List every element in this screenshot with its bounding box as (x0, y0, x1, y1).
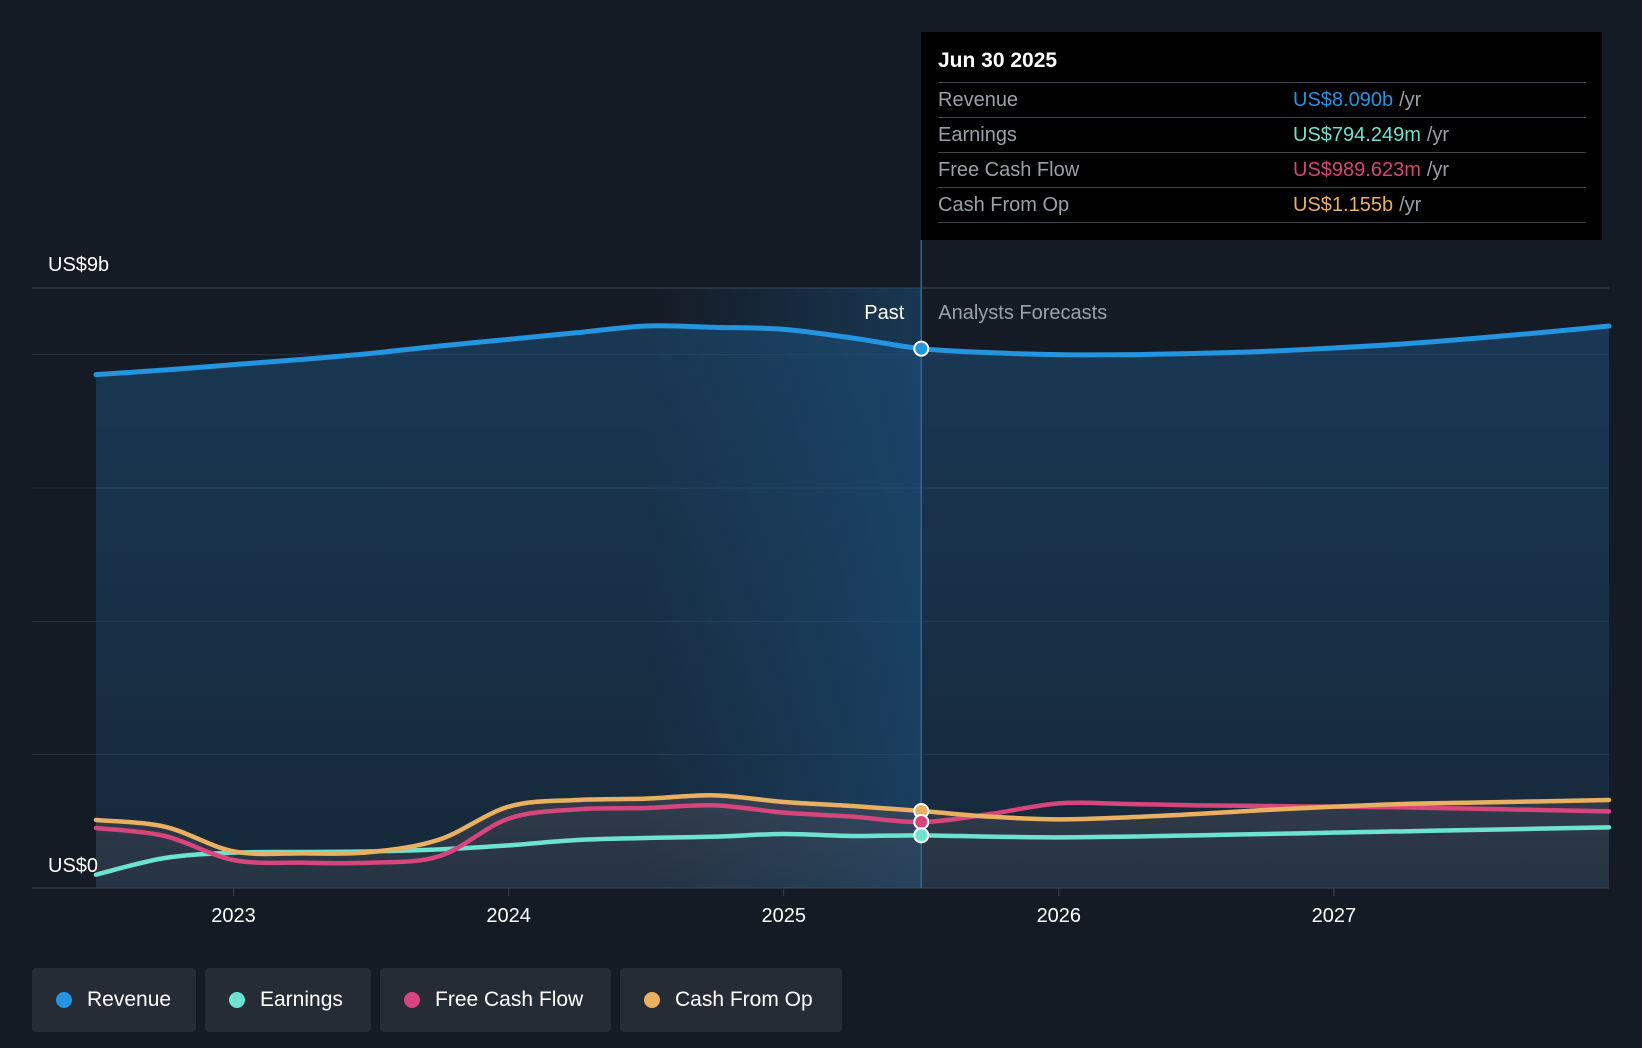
revenue-dot-icon (56, 992, 72, 1008)
cash-from-op-dot-icon (644, 992, 660, 1008)
area-fills (96, 325, 1609, 889)
tooltip-value: US$794.249m (1293, 124, 1421, 146)
x-tick-label: 2025 (761, 905, 806, 927)
revenue-area (96, 325, 1609, 889)
tooltip-label: Revenue (938, 89, 1019, 111)
tooltip-value: US$1.155b (1293, 194, 1394, 216)
free-cash-flow-marker (913, 814, 930, 830)
x-tick-label: 2023 (211, 905, 256, 927)
legend-label: Earnings (260, 988, 343, 1011)
tooltip-row-free-cash-flow: Free Cash Flow US$989.623m /yr (938, 153, 1586, 188)
earnings-dot-icon (229, 992, 245, 1008)
tooltip-unit: /yr (1426, 124, 1450, 146)
tooltip-unit: /yr (1399, 89, 1422, 111)
tooltip-row-cash-from-op: Cash From Op US$1.155b /yr (938, 188, 1586, 223)
cash-from-op-line (93, 793, 1612, 857)
earnings-marker (913, 827, 930, 844)
free-cash-flow-dot-icon (404, 992, 420, 1008)
y-axis-bottom-label: US$0 (48, 855, 98, 877)
legend-label: Free Cash Flow (435, 988, 584, 1011)
tooltip-label: Free Cash Flow (938, 159, 1080, 181)
x-tick-label: 2026 (1037, 905, 1082, 927)
legend-item-cash-from-op[interactable]: Cash From Op (620, 968, 842, 1032)
tooltip-label: Cash From Op (938, 194, 1070, 216)
tooltip-panel: Jun 30 2025 Revenue US$8.090b /yr Earnin… (921, 32, 1602, 240)
y-axis-top-label: US$9b (48, 254, 109, 276)
legend-label: Revenue (87, 988, 172, 1011)
tooltip-row-earnings: Earnings US$794.249m /yr (938, 118, 1586, 153)
legend-label: Cash From Op (675, 988, 813, 1011)
tooltip-unit: /yr (1399, 194, 1422, 216)
highlight-markers (913, 340, 930, 844)
tooltip-row-revenue: Revenue US$8.090b /yr (938, 83, 1586, 118)
legend-item-revenue[interactable]: Revenue (32, 968, 196, 1032)
cash-from-op-area (96, 795, 1609, 888)
series-lines (93, 323, 1612, 877)
x-axis-ticks: 2023 2024 2025 2026 2027 (211, 888, 1356, 927)
tooltip-label: Earnings (938, 124, 1017, 146)
past-label: Past (864, 302, 904, 324)
revenue-line (93, 323, 1612, 378)
forecast-label: Analysts Forecasts (938, 302, 1107, 324)
legend-item-free-cash-flow[interactable]: Free Cash Flow (380, 968, 611, 1032)
legend-item-earnings[interactable]: Earnings (205, 968, 371, 1032)
tooltip-value: US$8.090b (1293, 89, 1394, 111)
tooltip-value: US$989.623m (1293, 159, 1421, 181)
tooltip-unit: /yr (1426, 159, 1450, 181)
x-tick-label: 2027 (1312, 905, 1357, 927)
tooltip-date: Jun 30 2025 (938, 46, 1586, 83)
x-tick-label: 2024 (486, 905, 531, 927)
revenue-marker (913, 340, 930, 357)
legend: Revenue Earnings Free Cash Flow Cash Fro… (32, 968, 842, 1032)
